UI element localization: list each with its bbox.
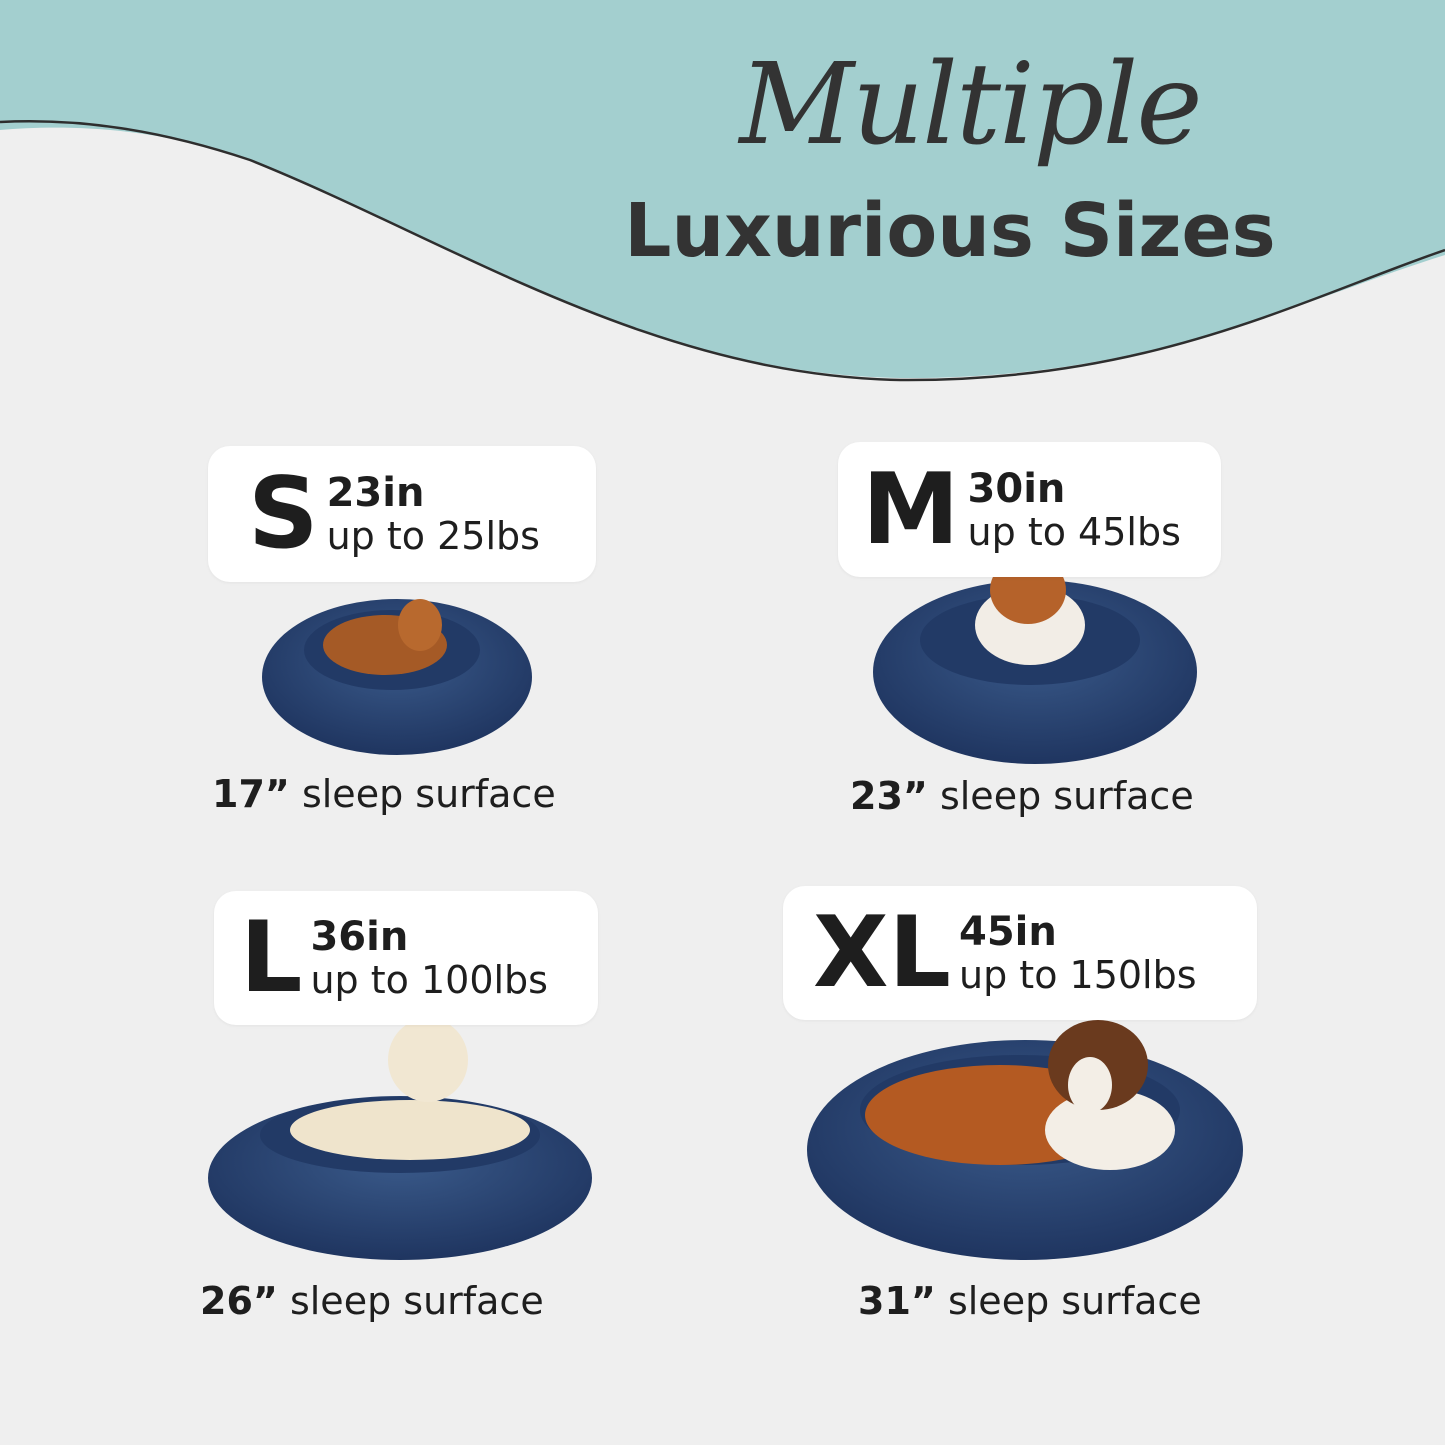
size-info: 23in up to 25lbs (327, 471, 540, 557)
page-title: Luxurious Sizes (624, 188, 1276, 274)
size-diameter: 45in (959, 909, 1057, 955)
size-card-l: L 36in up to 100lbs (214, 891, 598, 1025)
size-diameter: 30in (967, 465, 1066, 512)
size-letter: XL (813, 896, 952, 1010)
wave-line (0, 120, 1445, 382)
surface-label: sleep surface (939, 774, 1194, 818)
sleep-surface-xl: 31” sleep surface (858, 1279, 1202, 1323)
size-card-xl: XL 45in up to 150lbs (783, 886, 1257, 1020)
surface-label: sleep surface (301, 772, 556, 816)
size-diameter: 23in (326, 470, 425, 516)
teal-wave (0, 0, 1445, 379)
size-info: 30in up to 45lbs (968, 467, 1181, 553)
bed-large (208, 1018, 592, 1260)
size-info: 36in up to 100lbs (310, 915, 548, 1001)
surface-label: sleep surface (289, 1279, 544, 1323)
surface-value: 31” (858, 1279, 936, 1323)
size-weight: up to 25lbs (326, 514, 540, 558)
size-info: 45in up to 150lbs (959, 910, 1197, 996)
size-weight: up to 100lbs (310, 958, 548, 1002)
script-title: Multiple (739, 40, 1202, 170)
size-weight: up to 150lbs (959, 953, 1197, 997)
sleep-surface-l: 26” sleep surface (200, 1279, 544, 1323)
size-weight: up to 45lbs (967, 509, 1181, 554)
size-letter: L (240, 901, 303, 1015)
sleep-surface-s: 17” sleep surface (212, 772, 556, 816)
bed-extra-large (807, 1020, 1243, 1260)
bed-medium (873, 556, 1197, 764)
size-letter: S (248, 457, 319, 571)
size-card-s: S 23in up to 25lbs (208, 446, 596, 582)
dog-golden-retriever (290, 1100, 530, 1160)
surface-value: 23” (850, 774, 928, 818)
surface-label: sleep surface (947, 1279, 1202, 1323)
size-letter: M (862, 452, 960, 567)
size-diameter: 36in (310, 914, 409, 960)
surface-value: 17” (212, 772, 290, 816)
sleep-surface-m: 23” sleep surface (850, 774, 1194, 818)
surface-value: 26” (200, 1279, 278, 1323)
bed-small (262, 599, 532, 755)
size-card-m: M 30in up to 45lbs (838, 442, 1221, 577)
